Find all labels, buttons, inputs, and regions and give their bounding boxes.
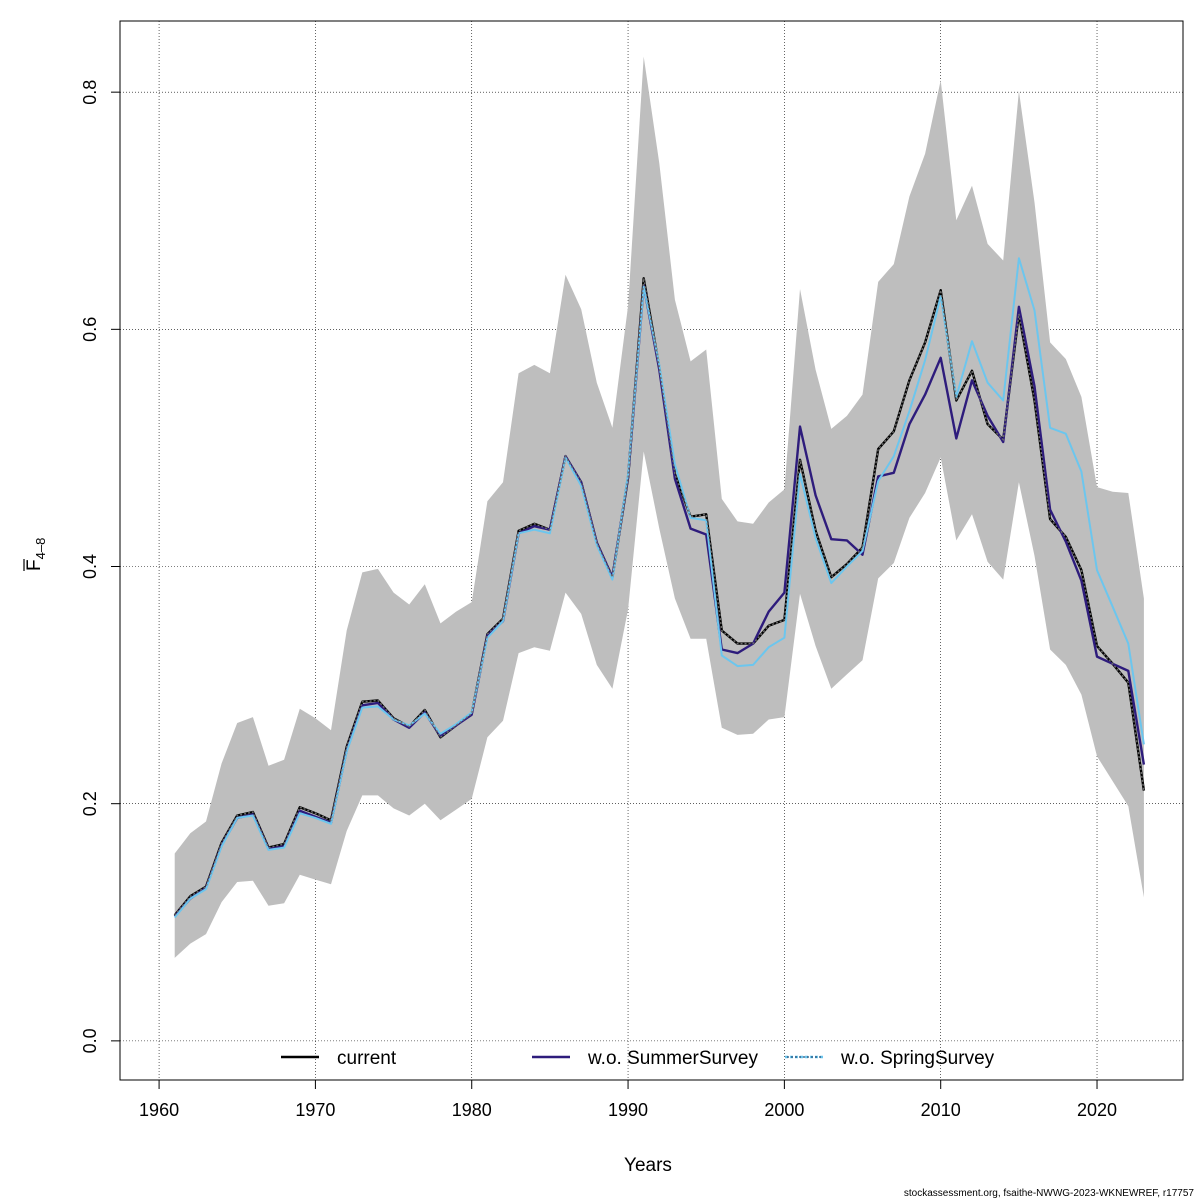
x-tick-label: 1960 xyxy=(139,1100,179,1120)
series-lines xyxy=(173,257,1146,919)
x-axis: 1960 1970 1980 1990 2000 2010 2020 xyxy=(139,1079,1117,1120)
y-tick-label: 0.2 xyxy=(80,791,100,816)
x-tick-label: 1990 xyxy=(608,1100,648,1120)
y-tick-label: 0.6 xyxy=(80,317,100,342)
series-line-w-o-springsurvey xyxy=(173,257,1145,919)
series-line-current-dotted-overlay xyxy=(174,278,1145,916)
x-axis-title: Years xyxy=(624,1155,672,1176)
footer-note: stockassessment.org, fsaithe-NWWG-2023-W… xyxy=(904,1188,1195,1199)
x-tick-label: 2020 xyxy=(1077,1100,1117,1120)
legend-item-w-o-springsurvey: w.o. SpringSurvey xyxy=(785,1048,995,1069)
y-tick-label: 0.0 xyxy=(80,1028,100,1053)
confidence-band xyxy=(174,56,1144,958)
legend-item-current: current xyxy=(281,1048,397,1069)
grid-lines xyxy=(120,21,1183,1080)
x-tick-label: 1980 xyxy=(452,1100,492,1120)
y-tick-label: 0.8 xyxy=(80,80,100,105)
y-axis: 0.0 0.2 0.4 0.6 0.8 xyxy=(80,80,121,1053)
y-axis-title-subscript: 4–8 xyxy=(33,538,48,560)
svg-text:F4–8: F4–8 xyxy=(24,538,48,571)
legend-label: current xyxy=(337,1048,397,1069)
legend-label: w.o. SummerSurvey xyxy=(587,1048,758,1069)
x-tick-label: 2000 xyxy=(764,1100,804,1120)
y-axis-title: F4–8 xyxy=(23,538,48,571)
x-tick-label: 2010 xyxy=(921,1100,961,1120)
x-tick-label: 1970 xyxy=(295,1100,335,1120)
y-tick-label: 0.4 xyxy=(80,554,100,579)
legend-label: w.o. SpringSurvey xyxy=(840,1048,995,1069)
legend-item-w-o-summersurvey: w.o. SummerSurvey xyxy=(532,1048,758,1069)
y-axis-title-main: F xyxy=(24,559,45,571)
legend: current w.o. SummerSurvey w.o. SpringSurve… xyxy=(281,1048,995,1069)
